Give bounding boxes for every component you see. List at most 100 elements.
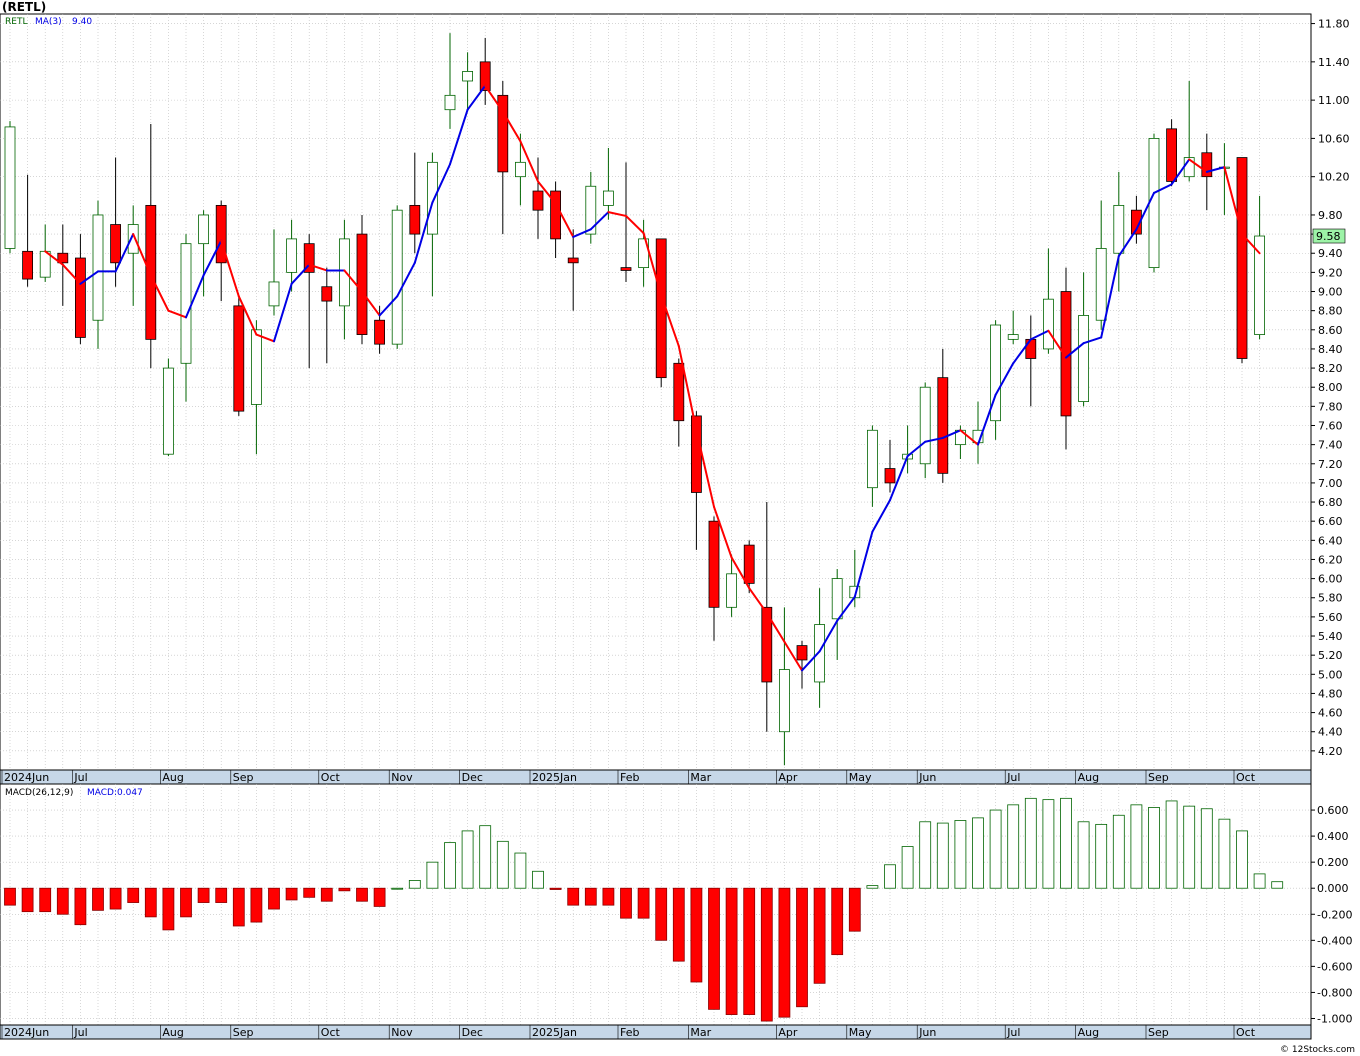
x-tick-label: May [849,1026,872,1039]
macd-bar [813,887,826,984]
x-tick-label: Jun [918,771,936,784]
macd-bar [127,887,140,903]
candle-body [215,204,227,264]
y-tick-label: -0.600 [1317,960,1352,973]
macd-bar [549,887,562,890]
macd-bar [743,887,756,1015]
macd-bar [444,842,456,889]
y-tick-label: 4.20 [1318,745,1343,758]
x-tick-label: Nov [391,771,413,784]
macd-bar [620,887,632,919]
candle-body [937,377,949,474]
candle-body [426,161,438,235]
ma-segment [713,505,733,559]
legend-ma-label: MA(3) [35,17,62,27]
ma-segment [501,110,522,143]
candle [22,174,34,287]
x-tick-label: Mar [690,1026,711,1039]
y-tick-label: 7.80 [1318,400,1343,413]
candle [391,205,403,349]
macd-bar [197,887,210,903]
x-tick-label: Dec [462,771,483,784]
ma-segment [748,587,768,615]
y-tick-label: 9.20 [1318,266,1343,279]
candle-body [1025,338,1037,359]
macd-y-axis: -1.000 -0.800 -0.600 -0.400 -0.200 0.000 0.200… [1311,804,1352,1025]
x-tick-label: Oct [321,771,341,784]
macd-bar [1165,800,1178,889]
ma-segment [484,84,504,113]
candle-body [603,190,614,206]
x-tick-label: Aug [1078,1026,1099,1039]
macd-bar [373,887,386,907]
macd-bar [426,861,439,889]
candle-body [444,94,456,111]
candle [198,210,210,297]
macd-x-axis: 2024Jun Jul Aug Sep Oct Nov Dec 2025Jan Feb Mar Ap… [1,1025,1256,1039]
ma-segment [1205,166,1226,173]
x-tick-label: Sep [1148,1026,1169,1039]
macd-bar [56,887,69,915]
y-tick-label: 11.00 [1318,94,1350,107]
candle [268,229,280,316]
price-grid [0,14,1311,770]
x-tick-label: Sep [233,771,254,784]
ma-segment [660,294,680,348]
candle [356,214,368,345]
candle [426,152,438,297]
candle-body [708,520,720,608]
ma-segment [853,530,874,598]
ma-segment [378,295,399,317]
y-tick-label: 6.80 [1318,496,1343,509]
ma-segment [1223,166,1243,236]
x-tick-label: 2024Jun [4,771,49,784]
candle-body [286,238,298,273]
macd-bar [672,887,685,962]
candle [884,439,896,493]
x-tick-label: 2025Jan [532,771,577,784]
y-tick-label: 0.400 [1317,830,1349,843]
candle-body [761,606,773,683]
y-tick-label: 8.40 [1318,343,1343,356]
macd-bar [1077,821,1090,889]
y-tick-label: 4.80 [1318,687,1343,700]
ma-segment [290,263,311,285]
ma-segment [1241,233,1261,255]
ma-segment [818,619,839,653]
candle [620,162,632,282]
x-tick-label: Nov [391,1026,413,1039]
ma-segment [44,250,64,266]
candle-body [814,624,825,683]
ma-segment [941,429,962,439]
ma-segment [607,211,627,217]
candle-body [321,286,333,302]
y-tick-label: 8.20 [1318,362,1343,375]
ma-segment [924,436,944,443]
macd-bar [250,887,263,923]
candle [814,588,825,708]
x-tick-label: Mar [690,771,711,784]
x-tick-label: Jul [1006,771,1020,784]
ma-segment [361,290,381,317]
ma-segment [431,163,451,204]
macd-bar [461,830,474,889]
macd-bar [1271,881,1284,889]
macd-x-axis-band [0,1024,1312,1040]
candle-body [57,252,69,264]
candle [1007,310,1019,345]
y-tick-label: -1.000 [1317,1012,1352,1025]
candle [655,238,667,388]
y-tick-label: 0.200 [1317,856,1349,869]
ma-segment [1153,183,1173,194]
candle [1166,119,1177,187]
ma-segment [871,499,891,533]
ma-segment [783,640,803,672]
ma-segment [220,239,240,298]
x-tick-label: Aug [162,1026,183,1039]
candle [779,607,790,766]
ma-segment [889,455,909,502]
candle-body [497,94,509,173]
candle-body [1113,204,1125,254]
candle-body [110,224,121,264]
macd-bar [919,821,932,889]
